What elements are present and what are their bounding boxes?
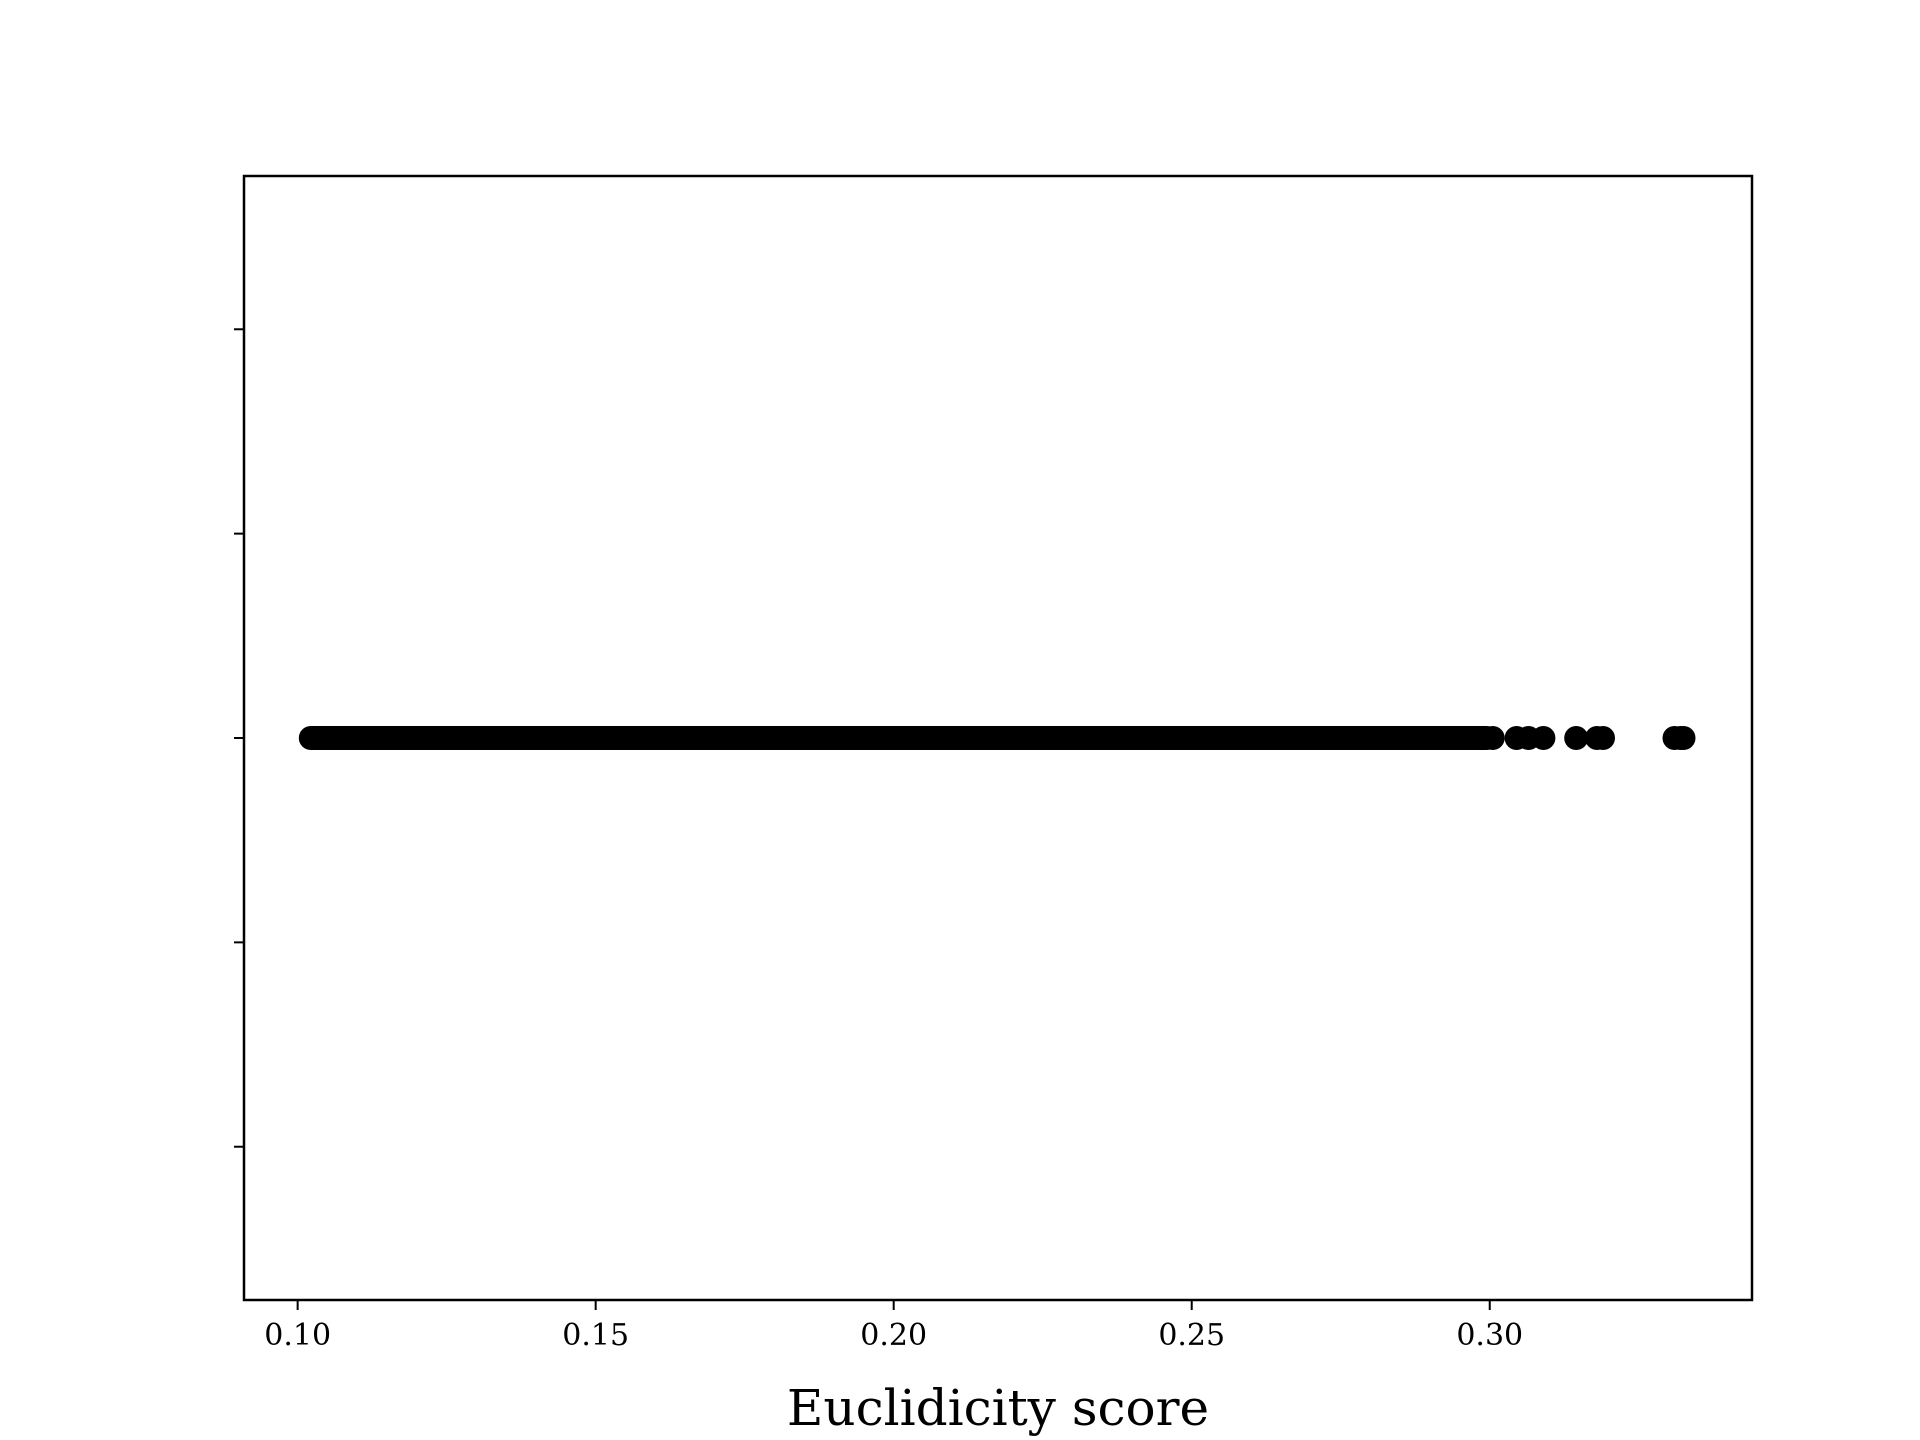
y-axis-ticks <box>234 328 244 1148</box>
x-tick-label: 0.10 <box>264 1318 331 1353</box>
x-tick-label: 0.20 <box>860 1318 927 1353</box>
scatter-points <box>298 726 1696 750</box>
x-axis-title: Euclidicity score <box>787 1379 1209 1437</box>
scatter-point <box>1531 726 1556 750</box>
x-tick-label: 0.30 <box>1456 1318 1523 1353</box>
x-axis-ticks: 0.10 0.15 0.20 0.25 0.30 <box>264 1300 1523 1353</box>
scatter-point <box>1564 726 1589 750</box>
x-tick-label: 0.15 <box>562 1318 629 1353</box>
scatter-point <box>1591 726 1615 750</box>
scatter-point <box>1671 726 1696 750</box>
x-tick-label: 0.25 <box>1158 1318 1225 1353</box>
